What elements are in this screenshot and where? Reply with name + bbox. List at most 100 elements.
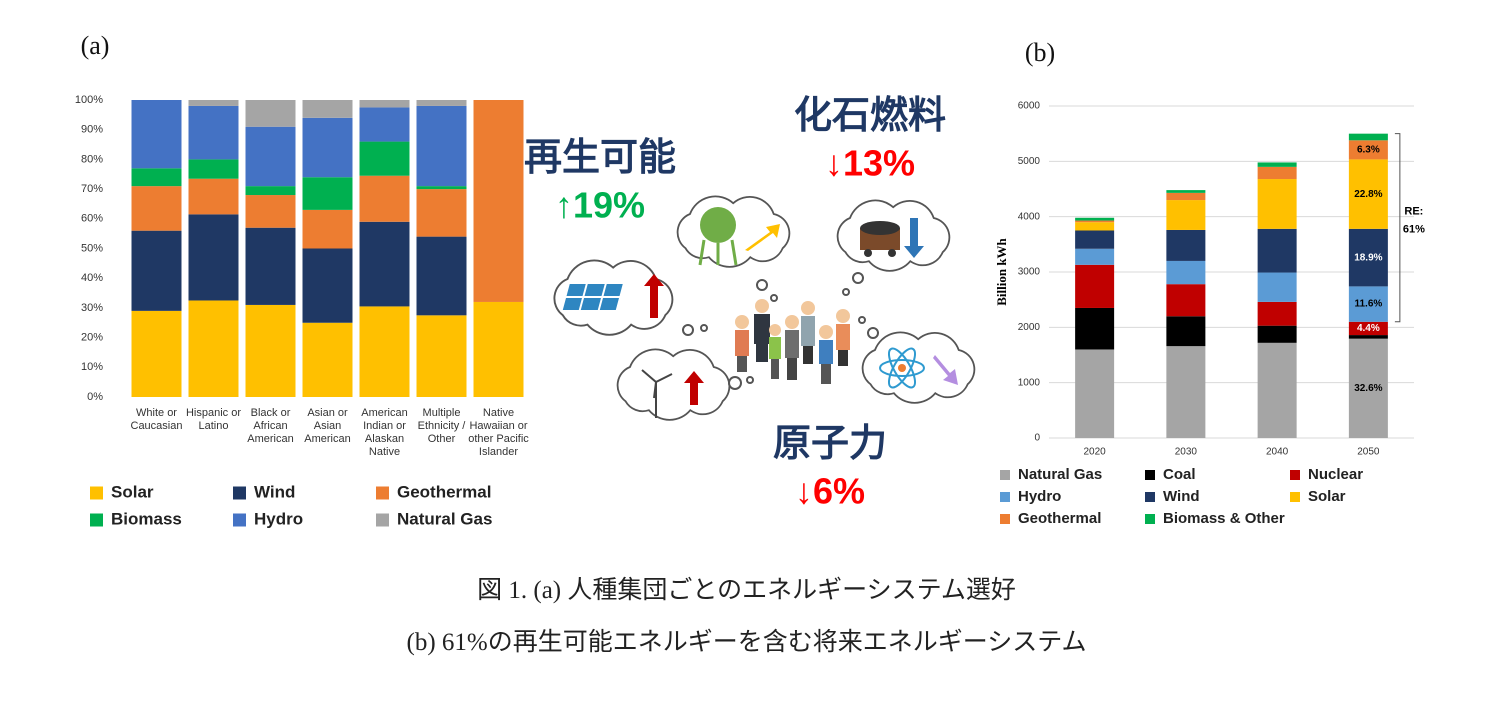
bar-segment [1075, 220, 1115, 223]
bar-segment [416, 186, 467, 190]
legend-swatch [1000, 470, 1010, 480]
bar-segment [1166, 229, 1206, 261]
bar-segment [1075, 248, 1115, 265]
x-tick-label: Native Hawaiian or other Pacific Islande… [468, 407, 529, 458]
bar-segment [245, 195, 296, 228]
bar-segment [1348, 159, 1388, 229]
bar-segment [245, 100, 296, 127]
bar-segment [1166, 346, 1206, 438]
y-tick-label: 60% [81, 213, 103, 225]
share-label: 4.4% [1357, 323, 1380, 334]
down-arrow [933, 355, 958, 385]
legend-label: Coal [1163, 466, 1196, 483]
infographic-change: ↓13% [825, 143, 915, 184]
down-arrow [904, 218, 924, 258]
panel-label: (a) [81, 31, 110, 60]
bar-segment [131, 230, 182, 311]
legend-label: Solar [1308, 488, 1346, 505]
bar-segment [1166, 316, 1206, 347]
bar-segment [1166, 284, 1206, 317]
legend-swatch [1000, 514, 1010, 524]
legend-label: Hydro [1018, 488, 1061, 505]
bracket-label: RE: [1404, 206, 1423, 218]
infographic-change: ↓6% [795, 471, 865, 512]
bar-segment [302, 248, 353, 323]
x-tick-label: Black or African American [247, 407, 294, 445]
bar-segment [359, 306, 410, 397]
bar-segment [188, 100, 239, 106]
bar-segment [188, 159, 239, 179]
y-tick-label: 90% [81, 124, 103, 136]
bar-segment [1257, 301, 1297, 326]
bar-segment [1075, 230, 1115, 249]
infographic-label: 化石燃料 [794, 95, 946, 137]
people-group [735, 299, 850, 384]
caption-line: (b) 61%の再生可能エネルギーを含む将来エネルギーシステム [406, 629, 1087, 656]
bar-segment [1257, 325, 1297, 343]
share-label: 11.6% [1354, 299, 1382, 310]
bar-segment [131, 168, 182, 187]
bar-segment [473, 100, 524, 302]
legend-label: Nuclear [1308, 466, 1363, 483]
bar-segment [1075, 264, 1115, 308]
wind-turbine-icon [641, 369, 673, 418]
y-tick-label: 30% [81, 302, 103, 314]
bar-segment [359, 100, 410, 108]
bar-segment [1257, 162, 1297, 167]
y-tick-label: 10% [81, 361, 103, 373]
bar-segment [188, 300, 239, 397]
bar-segment [1166, 190, 1206, 193]
infographic-change: ↑19% [555, 185, 645, 226]
bar-segment [245, 186, 296, 196]
bracket [1394, 133, 1401, 323]
x-tick-label: 2030 [1175, 447, 1198, 458]
share-label: 6.3% [1357, 144, 1380, 155]
cloud [616, 348, 731, 421]
legend-label: Natural Gas [1018, 466, 1102, 483]
share-label: 22.8% [1354, 189, 1382, 200]
y-tick-label: 5000 [1018, 156, 1041, 167]
bar-segment [1257, 342, 1297, 438]
bar-segment [416, 105, 467, 187]
bar-segment [302, 322, 353, 397]
y-tick-label: 4000 [1018, 211, 1041, 222]
bar-segment [416, 100, 467, 106]
y-tick-label: 70% [81, 183, 103, 195]
bar-segment [1348, 286, 1388, 322]
y-tick-label: 40% [81, 272, 103, 284]
atom-icon [879, 347, 925, 389]
bar-segment [473, 301, 524, 397]
y-tick-label: 0 [1034, 433, 1040, 444]
bar-segment [131, 310, 182, 397]
x-tick-label: 2040 [1266, 447, 1289, 458]
caption-line: 図 1. (a) 人種集団ごとのエネルギーシステム選好 [477, 577, 1016, 604]
legend-swatch [376, 513, 389, 527]
illustration [553, 195, 976, 421]
bar-segment [188, 178, 239, 215]
bar-segment [359, 175, 410, 222]
y-tick-label: 100% [75, 94, 103, 106]
water-tower-icon [698, 207, 738, 266]
bar-segment [1348, 228, 1388, 287]
x-tick-label: American Indian or Alaskan Native [361, 407, 408, 458]
legend-swatch [90, 486, 103, 500]
infographic-label: 再生可能 [524, 137, 676, 179]
y-tick-label: 20% [81, 332, 103, 344]
bar-segment [1348, 140, 1388, 160]
y-tick-label: 6000 [1018, 101, 1041, 112]
bar-segment [1166, 260, 1206, 285]
bar-segment [359, 221, 410, 307]
bar-segment [416, 189, 467, 237]
bar-segment [416, 236, 467, 316]
y-tick-label: 80% [81, 153, 103, 165]
y-tick-label: 3000 [1018, 267, 1041, 278]
bar-segment [1166, 192, 1206, 201]
bar-segment [302, 177, 353, 210]
x-tick-label: 2050 [1357, 447, 1380, 458]
bar-segment [1075, 307, 1115, 350]
bar-segment [1075, 222, 1115, 231]
x-tick-label: Hispanic or Latino [185, 407, 242, 432]
bar-segment [1257, 179, 1297, 229]
bar-segment [1348, 321, 1388, 336]
